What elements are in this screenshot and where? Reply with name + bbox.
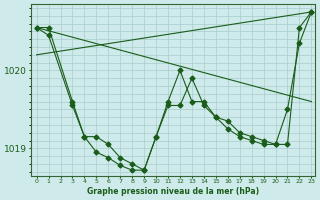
X-axis label: Graphe pression niveau de la mer (hPa): Graphe pression niveau de la mer (hPa) [87,187,259,196]
